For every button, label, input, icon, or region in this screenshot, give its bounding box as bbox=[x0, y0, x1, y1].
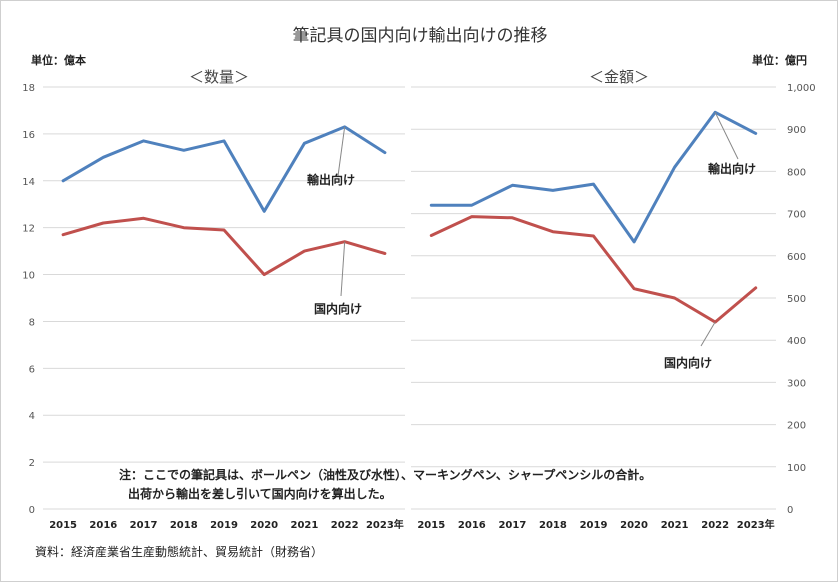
note-line-1: 注：ここでの筆記具は、ボールペン（油性及び水性）、マーキングペン、シャープペンシ… bbox=[119, 467, 651, 482]
note-line-2: 出荷から輸出を差し引いて国内向けを算出した。 bbox=[128, 486, 392, 501]
chart-title: 筆記具の国内向け輸出向けの推移 bbox=[293, 26, 548, 46]
x-tick-label: 2020 bbox=[620, 520, 648, 531]
y-tick-label: 10 bbox=[22, 271, 35, 282]
panel-quantity: ＜数量＞ 単位：億本 0 2 4 6 8 10 12 14 16 18 2015 2016 2017 2018… bbox=[22, 53, 405, 531]
y-tick-label: 1,000 bbox=[787, 83, 816, 94]
y-tick-label: 12 bbox=[22, 224, 35, 235]
series-line-export bbox=[63, 127, 385, 211]
x-tick-label: 2020 bbox=[250, 520, 278, 531]
y-tick-label: 18 bbox=[22, 83, 35, 94]
series-label-domestic: 国内向け bbox=[314, 301, 362, 316]
annotation-leader bbox=[701, 322, 715, 346]
series-label-export: 輸出向け bbox=[307, 172, 355, 187]
panel-amount: ＜金額＞ 単位：億円 0 100 200 300 400 500 600 700 800 900 1,0… bbox=[411, 53, 816, 531]
x-tick-label: 2016 bbox=[458, 520, 486, 531]
y-tick-label: 400 bbox=[787, 336, 806, 347]
unit-label: 単位：億本 bbox=[31, 53, 86, 67]
annotation-leader bbox=[341, 242, 345, 296]
source-text: 資料：経済産業省生産動態統計、貿易統計（財務省） bbox=[35, 544, 323, 559]
y-tick-label: 500 bbox=[787, 294, 806, 305]
y-tick-label: 8 bbox=[29, 317, 35, 328]
y-tick-label: 0 bbox=[29, 505, 35, 516]
y-tick-label: 0 bbox=[787, 505, 793, 516]
panel-title: ＜金額＞ bbox=[589, 68, 649, 86]
y-tick-label: 800 bbox=[787, 167, 806, 178]
x-tick-label: 2017 bbox=[130, 520, 158, 531]
panel-title: ＜数量＞ bbox=[189, 68, 249, 86]
x-tick-label: 2015 bbox=[417, 520, 445, 531]
x-tick-label: 2018 bbox=[539, 520, 567, 531]
series-label-domestic: 国内向け bbox=[664, 355, 712, 370]
x-tick-label: 2023年 bbox=[366, 518, 404, 531]
x-tick-label: 2022 bbox=[331, 520, 359, 531]
x-tick-label: 2018 bbox=[170, 520, 198, 531]
y-tick-label: 300 bbox=[787, 378, 806, 389]
y-tick-label: 900 bbox=[787, 125, 806, 136]
x-tick-label: 2015 bbox=[49, 520, 77, 531]
x-tick-label: 2021 bbox=[661, 520, 689, 531]
y-tick-label: 16 bbox=[22, 130, 35, 141]
unit-label: 単位：億円 bbox=[752, 53, 807, 67]
y-tick-label: 700 bbox=[787, 210, 806, 221]
series-line-domestic bbox=[431, 217, 755, 323]
x-tick-label: 2019 bbox=[580, 520, 608, 531]
y-tick-label: 100 bbox=[787, 463, 806, 474]
x-tick-label: 2017 bbox=[498, 520, 526, 531]
series-line-export bbox=[431, 112, 755, 242]
series-line-domestic bbox=[63, 218, 385, 274]
x-tick-label: 2016 bbox=[89, 520, 117, 531]
series-label-export: 輸出向け bbox=[708, 161, 756, 176]
y-tick-label: 14 bbox=[22, 177, 35, 188]
y-tick-label: 600 bbox=[787, 252, 806, 263]
x-tick-label: 2022 bbox=[701, 520, 729, 531]
x-tick-label: 2023年 bbox=[737, 518, 775, 531]
x-tick-label: 2019 bbox=[210, 520, 238, 531]
y-tick-label: 2 bbox=[29, 458, 35, 469]
x-tick-label: 2021 bbox=[291, 520, 319, 531]
y-tick-label: 4 bbox=[29, 411, 35, 422]
y-tick-label: 200 bbox=[787, 421, 806, 432]
y-tick-label: 6 bbox=[29, 364, 35, 375]
